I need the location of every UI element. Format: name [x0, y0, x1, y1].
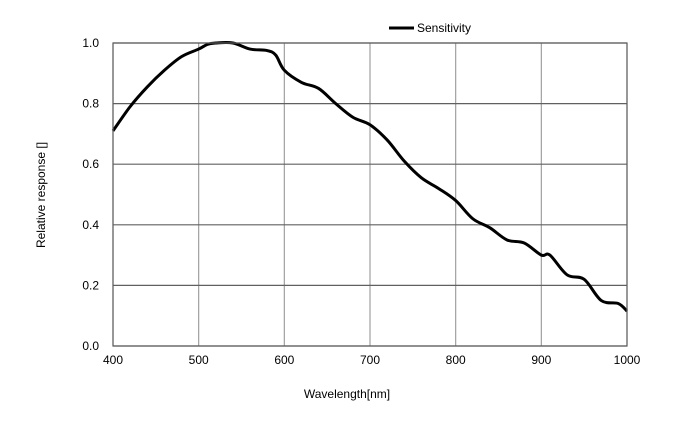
x-tick-label: 800: [446, 353, 466, 367]
y-tick-label: 1.0: [82, 36, 99, 50]
x-tick-label: 400: [103, 353, 123, 367]
y-tick-label: 0.0: [82, 339, 99, 353]
x-tick-label: 600: [274, 353, 294, 367]
tick-labels: 400 500 600 700 800 900 1000 0.0 0.2 0.4 0.6 0.8 1.0: [82, 36, 640, 367]
y-tick-label: 0.8: [82, 97, 99, 111]
legend-label-sensitivity: Sensitivity: [417, 21, 471, 35]
y-tick-label: 0.2: [82, 278, 99, 292]
legend: Sensitivity: [389, 21, 471, 35]
x-tick-label: 900: [531, 353, 551, 367]
y-tick-label: 0.6: [82, 157, 99, 171]
series-line-sensitivity: [111, 40, 629, 313]
x-tick-label: 1000: [614, 353, 641, 367]
grid: [112, 42, 628, 347]
x-axis-label: Wavelength[nm]: [304, 387, 390, 401]
x-tick-label: 500: [189, 353, 209, 367]
plot-frame: [112, 42, 628, 347]
x-tick-label: 700: [360, 353, 380, 367]
y-tick-label: 0.4: [82, 218, 99, 232]
y-axis-label: Relative response []: [34, 142, 48, 248]
